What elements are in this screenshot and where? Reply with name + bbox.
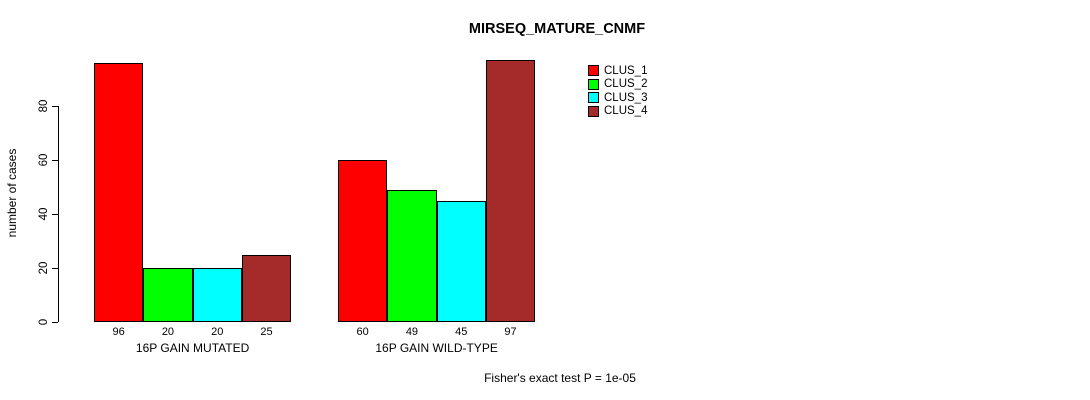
bar-value-label: 20 bbox=[211, 326, 224, 338]
legend-label: CLUS_1 bbox=[604, 64, 648, 77]
legend: CLUS_1 CLUS_2 CLUS_3 CLUS_4 bbox=[588, 64, 647, 118]
legend-label: CLUS_4 bbox=[604, 105, 648, 118]
legend-label: CLUS_2 bbox=[604, 78, 648, 91]
bar-clus_2-group2 bbox=[387, 189, 437, 322]
legend-item: CLUS_4 bbox=[588, 105, 647, 119]
y-tick-label: 60 bbox=[38, 153, 50, 167]
chart-title: MIRSEQ_MATURE_CNMF bbox=[468, 21, 646, 37]
bar-clus_1-group1 bbox=[94, 62, 144, 322]
legend-swatch bbox=[588, 78, 599, 90]
y-tick bbox=[52, 322, 58, 323]
bar-clus_3-group2 bbox=[436, 200, 486, 322]
bar-clus_1-group2 bbox=[338, 160, 388, 322]
x-group-label: 16P GAIN MUTATED bbox=[135, 341, 250, 355]
y-tick bbox=[52, 214, 58, 215]
y-tick-label: 40 bbox=[38, 207, 50, 221]
y-axis-line bbox=[58, 106, 59, 322]
bar-value-label: 60 bbox=[356, 326, 369, 338]
legend-swatch bbox=[588, 92, 599, 104]
bar-value-label: 97 bbox=[504, 326, 517, 338]
bar-value-label: 96 bbox=[112, 326, 125, 338]
bar-value-label: 25 bbox=[260, 326, 273, 338]
bar-value-label: 49 bbox=[405, 326, 419, 338]
legend-item: CLUS_1 bbox=[588, 64, 647, 78]
y-tick-label: 80 bbox=[38, 99, 50, 113]
legend-label: CLUS_3 bbox=[604, 91, 648, 104]
bar-clus_2-group1 bbox=[143, 268, 193, 322]
y-tick bbox=[52, 268, 58, 269]
legend-swatch bbox=[588, 105, 599, 117]
bar-clus_4-group1 bbox=[241, 254, 292, 322]
bar-value-label: 20 bbox=[161, 326, 175, 338]
y-tick bbox=[52, 106, 58, 107]
bar-clus_4-group2 bbox=[485, 60, 536, 322]
bar-value-label: 45 bbox=[455, 326, 468, 338]
legend-swatch bbox=[588, 65, 599, 77]
x-group-label: 16P GAIN WILD-TYPE bbox=[375, 341, 498, 355]
footnote: Fisher's exact test P = 1e-05 bbox=[484, 371, 636, 385]
y-axis-label: number of cases bbox=[5, 148, 19, 238]
y-tick-label: 0 bbox=[38, 318, 50, 326]
y-tick bbox=[52, 160, 58, 161]
y-tick-label: 20 bbox=[38, 261, 50, 275]
legend-item: CLUS_3 bbox=[588, 91, 647, 105]
legend-item: CLUS_2 bbox=[588, 78, 647, 92]
bar-clus_3-group1 bbox=[192, 268, 242, 322]
